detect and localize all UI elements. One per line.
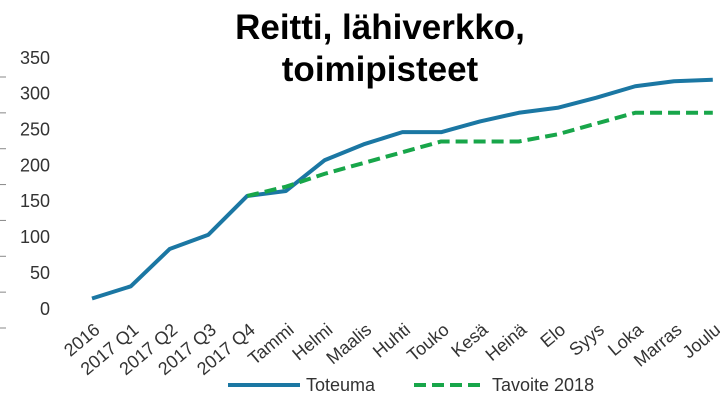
y-tick-label: 0	[40, 299, 50, 319]
y-tick-label: 250	[20, 119, 50, 139]
y-tick-label: 150	[20, 191, 50, 211]
legend-label: Tavoite 2018	[492, 375, 594, 395]
x-tick-label: Joulu	[679, 319, 720, 362]
y-tick-label: 50	[30, 263, 50, 283]
legend-label: Toteuma	[306, 375, 376, 395]
series-line	[246, 110, 713, 198]
y-tick-label: 100	[20, 227, 50, 247]
y-tick-label: 200	[20, 155, 50, 175]
x-tick-label: Syys	[565, 319, 608, 359]
x-tick-label: Elo	[536, 319, 569, 351]
x-tick-label: Touko	[403, 319, 453, 365]
y-tick-label: 300	[20, 84, 50, 104]
x-tick-label: Heinä	[482, 319, 532, 365]
y-tick-label: 350	[20, 48, 50, 68]
series-line	[91, 77, 713, 301]
x-tick-label: Maalis	[323, 319, 376, 368]
chart-title: Reitti, lähiverkko, toimipisteet	[235, 8, 525, 89]
